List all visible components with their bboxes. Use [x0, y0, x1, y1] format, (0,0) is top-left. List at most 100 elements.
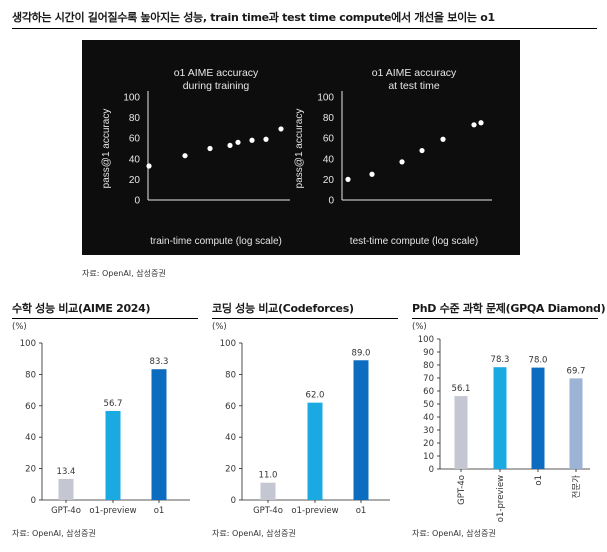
- scatter-point: [345, 176, 351, 182]
- scatter-title-line-1: o1 AIME accuracy: [372, 67, 457, 79]
- bar-category-label: 전문가: [571, 475, 582, 499]
- bar-value-label: 13.4: [57, 467, 76, 477]
- chart-divider-codeforces: [212, 318, 398, 319]
- bar-category-label: o1-preview: [496, 475, 506, 522]
- source-note-gpqa: 자료: OpenAI, 삼성증권: [412, 529, 496, 538]
- scatter-point: [146, 163, 152, 169]
- source-note-codeforces: 자료: OpenAI, 삼성증권: [212, 529, 296, 538]
- unit-label-aime: (%): [12, 322, 27, 332]
- chart-divider-aime: [12, 318, 198, 319]
- scatter-title-line-0: o1 AIME accuracy: [174, 67, 259, 79]
- scatter-point: [419, 147, 425, 154]
- title-divider: [12, 28, 597, 29]
- scatter-title-line-1: at test time: [388, 80, 440, 92]
- bar-y-tick-label: 80: [423, 361, 434, 371]
- scatter-y-tick-label: 60: [323, 134, 335, 145]
- scatter-point: [369, 171, 375, 177]
- scatter-y-tick-label: 0: [328, 196, 334, 207]
- bar-o1: [531, 367, 545, 469]
- bar-value-label: 78.3: [491, 355, 510, 365]
- bar-y-tick-label: 60: [423, 387, 434, 397]
- bar-o1: [353, 360, 369, 500]
- scatter-y-tick-label: 80: [323, 113, 335, 124]
- bar-y-tick-label: 40: [423, 413, 434, 423]
- bar-category-label: GPT-4o: [253, 506, 283, 516]
- bar-y-tick-label: 0: [231, 496, 236, 506]
- scatter-point: [399, 159, 405, 165]
- bar-value-label: 56.7: [104, 399, 123, 409]
- chart-title-aime: 수학 성능 비교(AIME 2024): [12, 302, 151, 315]
- scatter-point: [440, 136, 446, 142]
- bar-y-tick-label: 60: [225, 402, 236, 412]
- bar-value-label: 62.0: [306, 391, 325, 401]
- bar-y-tick-label: 0: [429, 465, 434, 475]
- scatter-point: [471, 122, 477, 128]
- bar-category-label: GPT-4o: [51, 506, 81, 516]
- bar-value-label: 69.7: [567, 366, 586, 376]
- scatter-x-axis-label: train-time compute (log scale): [150, 236, 282, 247]
- scatter-point: [478, 120, 484, 126]
- scatter-y-axis-label: pass@1 accuracy: [101, 109, 112, 189]
- scatter-point: [263, 136, 269, 142]
- bar-y-tick-label: 70: [423, 374, 434, 384]
- bar-y-tick-label: 90: [423, 348, 434, 358]
- bar-y-tick-label: 100: [418, 335, 434, 345]
- scatter-title-line-0: during training: [183, 80, 250, 92]
- scatter-point: [182, 153, 188, 159]
- bar-category-label: o1: [154, 506, 165, 516]
- bar--: [569, 378, 583, 469]
- bar-category-label: o1-preview: [291, 506, 338, 516]
- unit-label-codeforces: (%): [212, 322, 227, 332]
- bar-y-tick-label: 100: [220, 339, 236, 349]
- bar-gpt-4o: [260, 482, 276, 500]
- bar-o1: [151, 369, 167, 500]
- bar-y-tick-label: 30: [423, 426, 434, 436]
- chart-divider-gpqa: [412, 318, 598, 319]
- page-title: 생각하는 시간이 길어질수록 높아지는 성능, train time과 test…: [12, 11, 495, 24]
- bar-y-tick-label: 20: [25, 465, 36, 475]
- bar-category-label: o1: [356, 506, 367, 516]
- scatter-point: [278, 126, 284, 132]
- scatter-y-tick-label: 20: [129, 175, 141, 186]
- bar-y-tick-label: 50: [423, 400, 434, 410]
- bar-o1-preview: [493, 367, 507, 469]
- bar-value-label: 89.0: [352, 348, 371, 358]
- scatter-y-tick-label: 80: [129, 113, 141, 124]
- bar-value-label: 83.3: [150, 357, 169, 367]
- bar-y-tick-label: 40: [25, 433, 36, 443]
- scatter-y-tick-label: 100: [123, 93, 140, 104]
- bar-category-label: o1-preview: [89, 506, 136, 516]
- scatter-point: [249, 137, 255, 143]
- bar-gpt-4o: [454, 396, 468, 469]
- scatter-panel-background: [82, 40, 520, 255]
- bar-value-label: 78.0: [529, 356, 548, 366]
- bar-y-tick-label: 20: [423, 439, 434, 449]
- bar-y-tick-label: 10: [423, 452, 434, 462]
- scatter-x-axis-label: test-time compute (log scale): [350, 236, 478, 247]
- scatter-point: [227, 142, 233, 149]
- bar-value-label: 11.0: [259, 471, 278, 481]
- source-note-aime: 자료: OpenAI, 삼성증권: [12, 529, 96, 538]
- bar-gpt-4o: [58, 478, 74, 500]
- bar-y-tick-label: 40: [225, 433, 236, 443]
- bar-category-label: o1: [534, 475, 544, 486]
- bar-y-tick-label: 20: [225, 465, 236, 475]
- bar-y-tick-label: 80: [25, 370, 36, 380]
- source-note-top: 자료: OpenAI, 삼성증권: [82, 269, 166, 278]
- scatter-y-axis-label: pass@1 accuracy: [294, 109, 305, 189]
- bar-category-label: GPT-4o: [457, 475, 467, 505]
- bar-y-tick-label: 80: [225, 370, 236, 380]
- scatter-y-tick-label: 40: [323, 154, 335, 165]
- chart-title-codeforces: 코딩 성능 비교(Codeforces): [212, 302, 354, 315]
- bar-value-label: 56.1: [452, 384, 471, 394]
- bar-y-tick-label: 60: [25, 402, 36, 412]
- scatter-y-tick-label: 40: [129, 154, 141, 165]
- scatter-y-tick-label: 60: [129, 134, 141, 145]
- bar-y-tick-label: 0: [31, 496, 36, 506]
- scatter-y-tick-label: 20: [323, 175, 335, 186]
- bar-y-tick-label: 100: [20, 339, 36, 349]
- chart-title-gpqa: PhD 수준 과학 문제(GPQA Diamond): [412, 302, 606, 315]
- scatter-point: [235, 139, 241, 145]
